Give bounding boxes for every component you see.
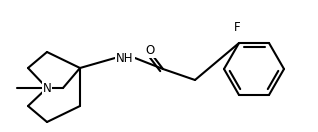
Text: N: N	[43, 81, 52, 95]
Text: F: F	[234, 21, 240, 34]
Text: NH: NH	[116, 51, 134, 65]
Text: O: O	[145, 44, 155, 58]
